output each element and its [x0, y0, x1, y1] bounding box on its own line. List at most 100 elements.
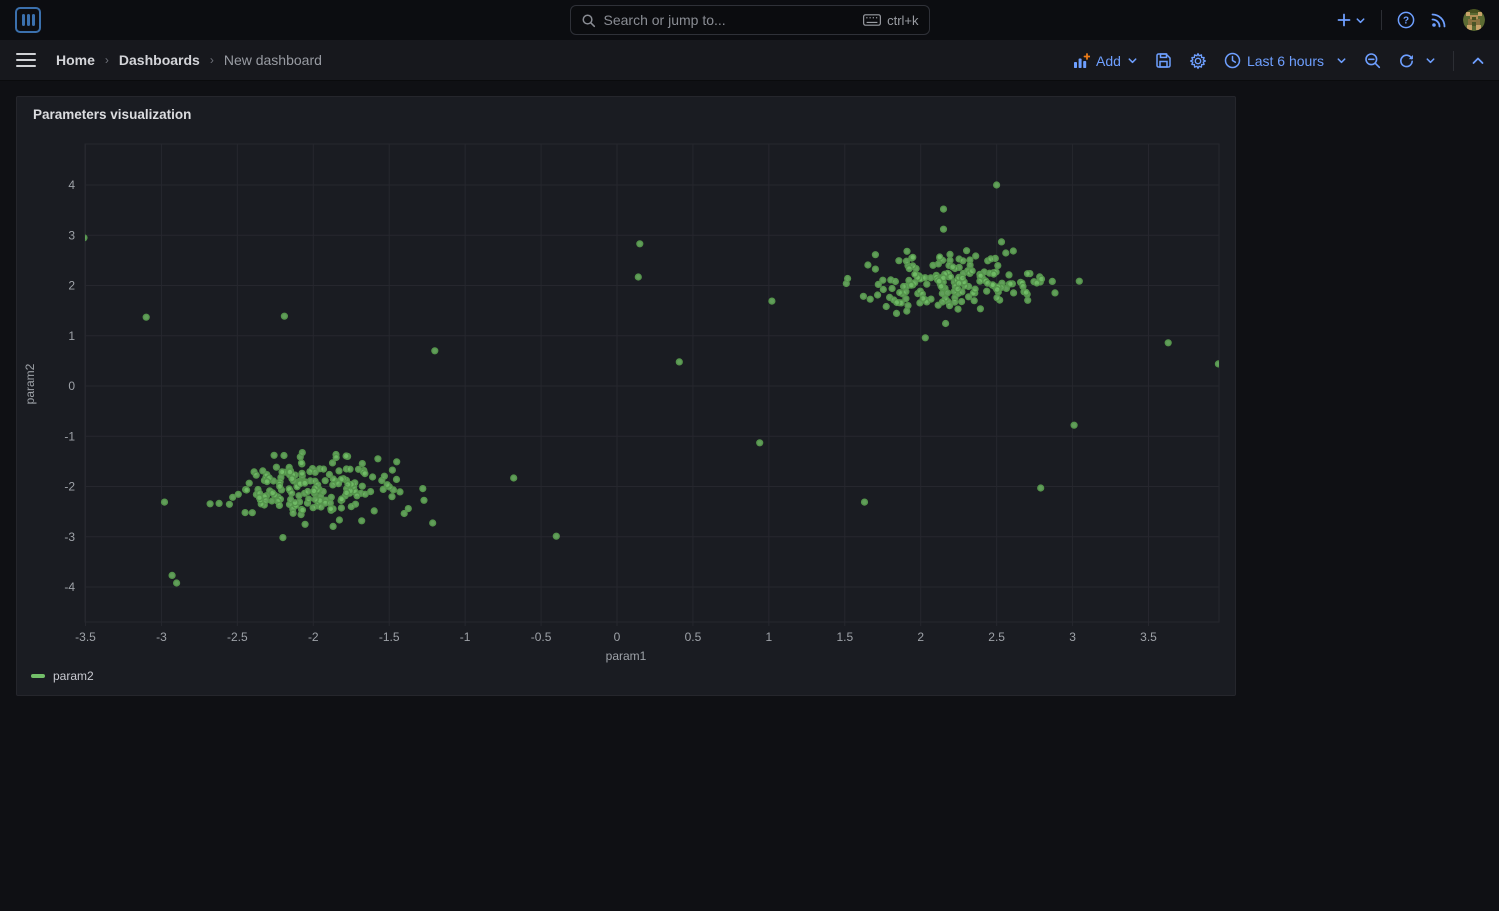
- y-tick-label: 2: [68, 279, 75, 293]
- data-point: [993, 286, 1001, 294]
- data-point: [329, 522, 337, 531]
- data-point: [634, 273, 642, 281]
- data-point: [241, 509, 249, 517]
- data-point: [353, 492, 361, 500]
- x-tick-label: -2: [308, 630, 319, 644]
- data-point: [361, 490, 369, 498]
- data-point: [337, 504, 346, 512]
- data-point: [280, 451, 288, 460]
- new-menu-button[interactable]: [1336, 12, 1366, 28]
- data-point: [332, 453, 340, 462]
- plus-icon: [1337, 13, 1351, 27]
- data-point: [309, 504, 317, 512]
- data-point: [327, 493, 335, 501]
- data-point: [902, 257, 911, 265]
- breadcrumb-home[interactable]: Home: [56, 52, 95, 68]
- data-point: [310, 487, 318, 495]
- data-point: [279, 534, 287, 542]
- y-tick-label: -2: [64, 480, 75, 494]
- x-tick-label: 0: [614, 630, 621, 644]
- data-point: [972, 252, 980, 260]
- data-point: [675, 358, 683, 366]
- data-point: [879, 276, 887, 284]
- refresh-button[interactable]: [1398, 52, 1436, 69]
- data-point: [1051, 289, 1059, 297]
- data-point: [229, 493, 237, 501]
- time-range-picker[interactable]: Last 6 hours: [1224, 52, 1347, 69]
- data-point: [971, 285, 979, 293]
- data-point: [919, 294, 927, 303]
- menu-toggle-button[interactable]: [16, 53, 36, 67]
- add-panel-button[interactable]: Add: [1073, 53, 1138, 69]
- data-point: [206, 500, 214, 508]
- data-point: [949, 263, 957, 271]
- data-point: [911, 270, 919, 278]
- data-point: [951, 298, 959, 306]
- data-point: [921, 334, 929, 342]
- collapse-toolbar-button[interactable]: [1471, 54, 1485, 68]
- data-point: [325, 470, 334, 479]
- data-point: [552, 532, 560, 540]
- y-tick-label: 0: [68, 379, 75, 393]
- news-button[interactable]: [1430, 11, 1448, 29]
- help-button[interactable]: ?: [1397, 11, 1415, 29]
- zoom-out-time-button[interactable]: [1364, 52, 1381, 69]
- breadcrumb-dashboards[interactable]: Dashboards: [118, 52, 200, 68]
- data-point: [1009, 247, 1017, 255]
- data-point: [276, 482, 284, 491]
- app-logo-icon[interactable]: [15, 7, 41, 33]
- dashboard-settings-button[interactable]: [1189, 52, 1207, 70]
- data-point: [245, 479, 253, 487]
- keyboard-icon: [863, 14, 882, 26]
- legend-label: param2: [53, 669, 94, 683]
- data-point: [248, 509, 256, 517]
- legend-item-param2[interactable]: param2: [31, 669, 94, 683]
- save-dashboard-button[interactable]: [1155, 52, 1172, 69]
- data-point: [306, 468, 314, 476]
- x-tick-label: -3.5: [75, 630, 96, 644]
- data-point: [1022, 288, 1030, 297]
- data-point: [927, 295, 935, 303]
- user-avatar[interactable]: [1463, 9, 1485, 31]
- data-point: [280, 312, 289, 320]
- data-point: [510, 474, 518, 482]
- data-point: [396, 488, 404, 496]
- data-point: [358, 517, 366, 525]
- y-tick-label: -1: [64, 429, 75, 443]
- x-tick-label: -1.5: [379, 630, 400, 644]
- data-point: [347, 503, 355, 511]
- chevron-down-icon: [1426, 58, 1435, 64]
- axis-tick-labels: -3.5 -3 -2.5 -2 -1.5 -1 -0.5 0 0.5 1 1.5 2 2.5 3 3.5 -4…: [64, 178, 1157, 644]
- data-point: [929, 261, 937, 269]
- data-point: [903, 247, 911, 255]
- data-point: [945, 302, 954, 310]
- panel-title[interactable]: Parameters visualization: [33, 107, 192, 122]
- data-point: [311, 495, 319, 504]
- data-point: [874, 280, 882, 289]
- data-point: [342, 452, 350, 460]
- x-tick-label: 1.5: [836, 630, 853, 644]
- search-input[interactable]: Search or jump to... ctrl+k: [569, 5, 930, 35]
- scatter-plot-area[interactable]: -3.5 -3 -2.5 -2 -1.5 -1 -0.5 0 0.5 1 1.5 2 2.5 3 3.5 -4…: [17, 97, 1235, 695]
- data-point: [976, 277, 984, 285]
- data-point: [958, 274, 966, 282]
- data-point: [295, 492, 303, 500]
- x-tick-label: 3: [1069, 630, 1076, 644]
- data-point: [173, 579, 181, 587]
- data-point: [966, 261, 974, 269]
- data-point: [334, 480, 343, 488]
- data-point: [970, 297, 978, 305]
- x-tick-label: -3: [156, 630, 167, 644]
- time-range-label: Last 6 hours: [1246, 52, 1324, 69]
- data-point: [431, 347, 439, 355]
- data-point: [346, 465, 354, 473]
- data-point: [289, 509, 297, 517]
- y-axis-title: param2: [23, 363, 37, 405]
- data-point: [400, 509, 408, 518]
- data-point: [361, 470, 369, 478]
- data-point: [301, 520, 309, 528]
- data-point: [957, 298, 966, 306]
- scatter-chart[interactable]: -3.5 -3 -2.5 -2 -1.5 -1 -0.5 0 0.5 1 1.5 2 2.5 3 3.5 -4…: [17, 97, 1235, 695]
- data-point: [262, 497, 270, 505]
- data-point: [319, 465, 328, 473]
